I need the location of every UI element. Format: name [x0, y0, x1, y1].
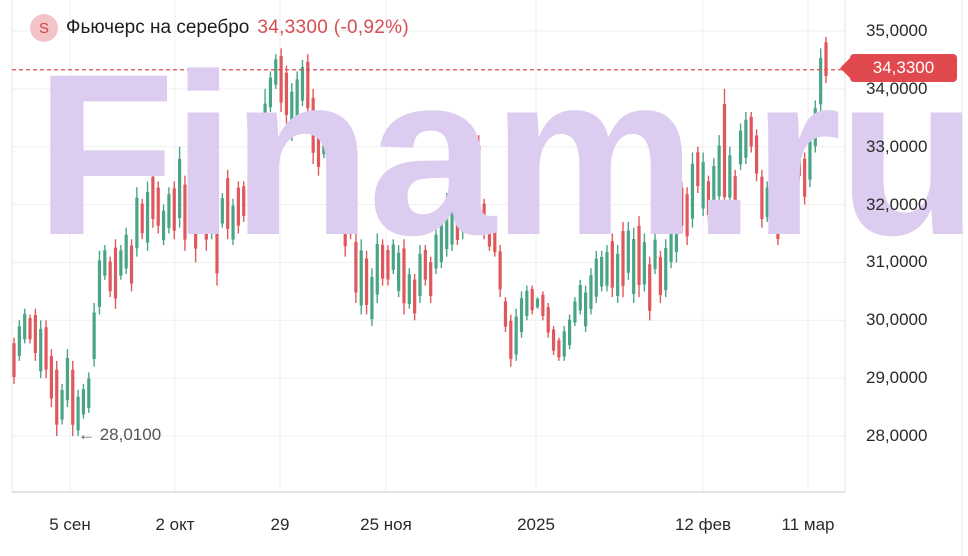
y-tick-label: 30,0000: [866, 310, 928, 330]
x-tick-label: 25 ноя: [360, 515, 412, 534]
x-tick-label: 2 окт: [155, 515, 195, 534]
symbol-badge: S: [30, 14, 58, 42]
y-tick-label: 31,0000: [866, 252, 928, 272]
chart-header: S Фьючерс на серебро 34,3300 (-0,92%): [30, 14, 409, 42]
current-price-tag: 34,3300: [840, 54, 957, 82]
y-tick-label: 35,0000: [866, 21, 928, 40]
x-tick-label: 12 фев: [674, 515, 732, 534]
y-tick-label: 34,0000: [866, 78, 928, 98]
period-low-marker: ← 28,0100: [78, 425, 162, 444]
x-tick-label: 11 мар: [781, 515, 835, 534]
y-tick-label: 32,0000: [866, 194, 928, 214]
y-tick-label: 33,0000: [866, 136, 928, 156]
price-change: 34,3300 (-0,92%): [257, 17, 409, 38]
watermark: Finam.ru: [35, 26, 968, 283]
y-tick-label: 29,0000: [866, 368, 928, 388]
instrument-title: Фьючерс на серебро: [66, 17, 250, 38]
x-tick-label: 5 сен: [49, 515, 91, 534]
x-tick-label: 2025: [517, 515, 555, 534]
x-tick-label: 29: [270, 515, 290, 534]
y-tick-label: 28,0000: [866, 426, 928, 446]
